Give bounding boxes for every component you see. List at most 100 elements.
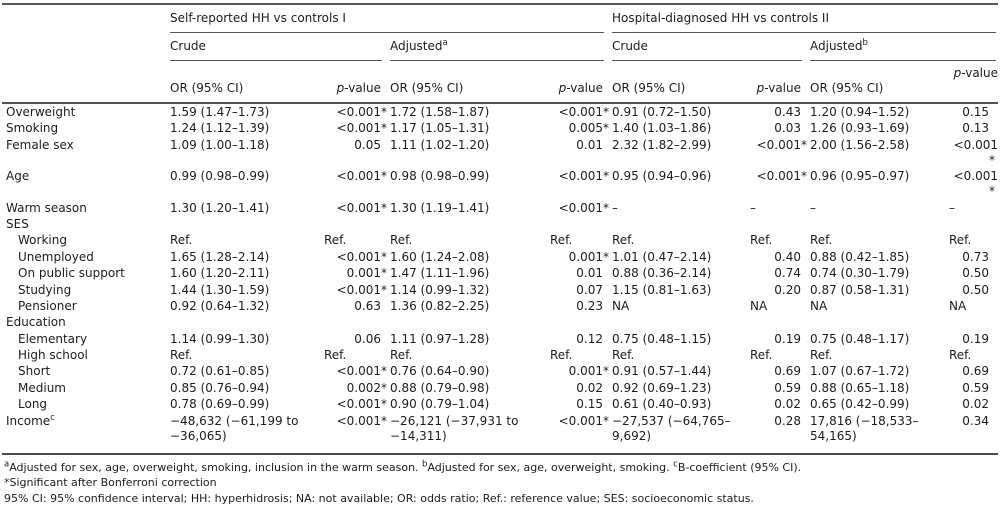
or-column-header: OR (95% CI) xyxy=(390,61,550,104)
asterisk: * xyxy=(603,121,609,136)
row-label-text: Warm season xyxy=(6,200,87,215)
p-value-text: <0.001 xyxy=(558,105,603,119)
footnote-text: Adjusted for sex, age, overweight, smoki… xyxy=(427,460,674,474)
table-row: Smoking 1.24 (1.12–1.39) <0.001* 1.17 (1.05… xyxy=(2,120,998,136)
footnote-text: Adjusted for sex, age, overweight, smoki… xyxy=(9,460,423,474)
p-value-cell: 0.50 xyxy=(949,265,998,281)
p-value-cell: 0.06 xyxy=(324,331,390,347)
p-value-cell: <0.001* xyxy=(750,137,810,168)
or-cell xyxy=(810,216,949,232)
or-cell: 0.85 (0.76–0.94) xyxy=(170,380,270,395)
odds-ratio-table: Self-reported HH vs controls I Hospital-d… xyxy=(2,3,998,455)
row-label: Long xyxy=(2,396,170,412)
or-cell: −27,537 (−64,765– 9,692) xyxy=(612,413,731,443)
asterisk: * xyxy=(381,364,387,379)
row-label: Unemployed xyxy=(2,249,170,265)
p-value-text: <0.001 xyxy=(953,137,998,152)
p-rest: -value xyxy=(764,81,801,95)
p-value-cell: – xyxy=(750,200,756,215)
row-label-text: Medium xyxy=(18,380,66,395)
p-value-cell: 0.20 xyxy=(750,282,810,298)
p-value-text: 0.20 xyxy=(774,282,801,297)
p-value-text: 0.73 xyxy=(962,249,989,264)
or-cell: 1.65 (1.28–2.14) xyxy=(170,249,270,264)
or-cell xyxy=(612,216,750,232)
row-label: Incomec xyxy=(2,413,170,454)
p-value-text: 0.001 xyxy=(346,266,381,281)
p-value-cell: 0.001* xyxy=(550,363,612,379)
subgroup-header-label: Adjusted xyxy=(810,39,863,53)
p-value-cell: <0.001* xyxy=(324,200,390,216)
or-column-header-label: OR (95% CI) xyxy=(612,81,686,95)
p-value-cell: Ref. xyxy=(750,348,773,363)
p-value-text: 0.07 xyxy=(576,282,603,297)
or-cell: 0.99 (0.98–0.99) xyxy=(170,169,270,184)
p-value-text: 0.50 xyxy=(962,266,989,281)
row-label-text: Short xyxy=(18,364,51,379)
p-value-cell xyxy=(324,314,390,330)
table-row: Pensioner 0.92 (0.64–1.32) 0.63 1.36 (0.82–… xyxy=(2,298,998,314)
section-row: SES xyxy=(2,216,998,232)
or-cell: 2.00 (1.56–2.58) xyxy=(810,137,910,152)
row-label: Female sex xyxy=(2,137,170,168)
subgroup-header-underline: Crude xyxy=(612,37,802,61)
or-cell: 1.30 (1.19–1.41) xyxy=(390,200,490,215)
row-label-text: SES xyxy=(6,216,29,231)
p-value-text: 0.05 xyxy=(354,137,381,152)
or-column-header: OR (95% CI) xyxy=(170,61,324,104)
superscript: b xyxy=(422,458,428,469)
p-value-column-header: p-value xyxy=(949,61,998,104)
p-value-text: 0.63 xyxy=(354,298,381,313)
or-cell: 0.88 (0.42–1.85) xyxy=(810,249,910,264)
p-value-text: 0.12 xyxy=(576,331,603,346)
asterisk: * xyxy=(381,413,387,428)
or-cell: 0.76 (0.64–0.90) xyxy=(390,364,490,379)
group-header-label: Self-reported HH vs controls I xyxy=(170,11,346,25)
p-value-text: <0.001 xyxy=(558,200,603,215)
row-label-text: Female sex xyxy=(6,137,74,152)
row-label-text: Working xyxy=(18,233,67,248)
row-label-text: Pensioner xyxy=(18,298,77,313)
p-value-cell: NA xyxy=(949,298,967,313)
asterisk: * xyxy=(381,380,387,395)
p-value-cell xyxy=(750,216,810,232)
or-cell: NA xyxy=(612,298,630,313)
p-value-cell: Ref. xyxy=(949,233,972,248)
table-row: High school Ref. Ref. Ref. Ref. Ref. Ref. Ref. R… xyxy=(2,347,998,363)
p-value-cell: <0.001* xyxy=(550,103,612,120)
p-value-text: <0.001 xyxy=(336,413,381,428)
group-header-row: Self-reported HH vs controls I Hospital-d… xyxy=(2,4,998,33)
row-label-text: Smoking xyxy=(6,121,59,136)
p-value-text: 0.34 xyxy=(962,413,989,428)
p-value-cell: <0.001* xyxy=(949,137,998,168)
or-cell: 0.75 (0.48–1.15) xyxy=(612,331,712,346)
superscript: b xyxy=(862,38,868,48)
p-value-cell: 0.15 xyxy=(550,396,612,412)
p-value-cell: <0.001* xyxy=(550,200,612,216)
p-value-cell: 0.07 xyxy=(550,282,612,298)
p-italic: p xyxy=(336,81,345,95)
p-value-cell: 0.43 xyxy=(750,103,810,120)
asterisk: * xyxy=(381,397,387,412)
row-label-text: Overweight xyxy=(6,105,76,119)
p-value-text: <0.001 xyxy=(336,282,381,297)
p-value-column-header: p-value xyxy=(324,61,390,104)
or-column-header-label: OR (95% CI) xyxy=(390,81,464,95)
or-cell: 1.01 (0.47–2.14) xyxy=(612,249,712,264)
or-cell: 0.88 (0.65–1.18) xyxy=(810,380,910,395)
or-cell: Ref. xyxy=(390,348,413,363)
subgroup-header-row: Crude Adjusteda Crude Adjustedb xyxy=(2,33,998,61)
or-column-header: OR (95% CI) xyxy=(810,61,949,104)
p-italic: p xyxy=(953,66,962,80)
p-value-cell xyxy=(550,314,612,330)
group-header: Self-reported HH vs controls I xyxy=(170,4,612,33)
or-cell: 1.09 (1.00–1.18) xyxy=(170,137,270,152)
or-cell xyxy=(390,216,550,232)
p-value-cell xyxy=(949,216,998,232)
asterisk: * xyxy=(603,200,609,215)
p-value-text: 0.23 xyxy=(576,298,603,313)
or-cell: Ref. xyxy=(390,233,413,248)
row-label: On public support xyxy=(2,265,170,281)
subgroup-header-label: Crude xyxy=(612,39,648,53)
p-value-cell: <0.001* xyxy=(324,363,390,379)
